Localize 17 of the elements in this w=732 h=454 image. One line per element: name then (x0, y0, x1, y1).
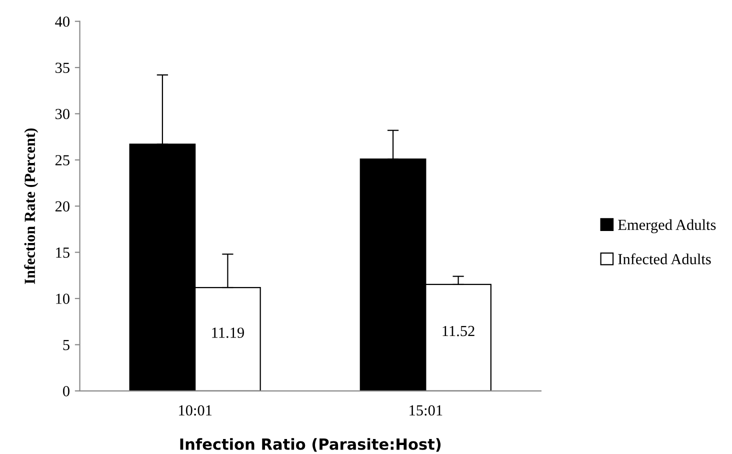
x-tick-label: 10:01 (179, 405, 212, 416)
y-tick-label: 20 (55, 201, 70, 212)
y-tick-label: 5 (63, 340, 70, 350)
x-axis-title: Infection Ratio (Parasite:Host) (180, 438, 441, 452)
y-tick-label: 15 (56, 248, 70, 258)
y-tick-label: 40 (55, 16, 70, 27)
legend-label: Infected Adults (618, 253, 711, 264)
legend-label: Emerged Adults (618, 219, 716, 234)
y-tick-label: 10 (56, 294, 70, 304)
data-label: 11.19 (212, 328, 244, 338)
y-tick-label: 25 (55, 155, 70, 166)
y-tick-label: 0 (63, 386, 70, 396)
x-tick-label: 15:01 (410, 405, 442, 416)
y-axis-title: Infection Rate (Percent) (24, 128, 38, 284)
data-label: 11.52 (442, 326, 474, 336)
y-tick-label: 35 (56, 62, 70, 73)
y-tick-label: 30 (56, 108, 70, 120)
